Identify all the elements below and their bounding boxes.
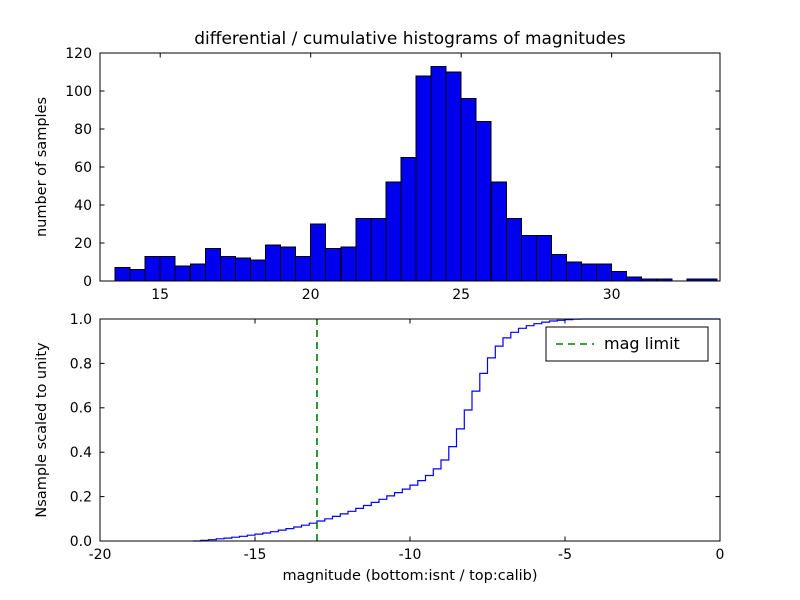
histogram-bar	[340, 246, 357, 282]
y-tick-label: 1.0	[70, 312, 92, 328]
x-tick-label: -15	[244, 547, 267, 563]
y-tick-label: 0.6	[70, 401, 92, 417]
histogram-bar	[475, 120, 492, 282]
histogram-bar	[280, 246, 297, 282]
y-tick-label: 0	[83, 274, 92, 290]
histogram-bar	[400, 157, 417, 282]
histogram-bar	[566, 261, 582, 282]
histogram-bar	[520, 234, 537, 282]
x-tick-label: -20	[89, 547, 112, 563]
histogram-bar	[430, 65, 447, 282]
x-tick-label: 0	[716, 547, 725, 563]
y-tick-label: 40	[74, 198, 92, 214]
legend-label: mag limit	[604, 334, 680, 353]
y-tick-label: 60	[74, 160, 92, 176]
histogram-bar	[626, 276, 643, 282]
histogram-bar	[219, 255, 236, 282]
histogram-bar	[325, 248, 342, 282]
histogram-bar	[295, 255, 312, 282]
histogram-bar	[129, 269, 146, 282]
y-tick-label: 120	[65, 46, 92, 62]
chart-title: differential / cumulative histograms of …	[194, 29, 626, 49]
histogram-bar	[159, 255, 176, 282]
histogram-bar	[234, 257, 251, 282]
differential-histogram-axes: 15 20 25 30 0 20 40 60 80 100 120	[65, 46, 721, 303]
x-axis-label: magnitude (bottom:isnt / top:calib)	[282, 568, 537, 584]
histogram-bar	[460, 98, 477, 282]
histogram-bar	[204, 248, 221, 282]
cumulative-histogram-axes: -20 -15 -10 -5 0 0.0 0.2 0.4 0.6 0.8 1.0	[70, 312, 725, 563]
histogram-bar	[144, 255, 161, 282]
histogram-bar	[490, 181, 507, 282]
histogram-bar	[189, 263, 206, 282]
y-tick-label: 20	[74, 236, 92, 252]
histogram-bars	[114, 65, 718, 282]
cumulative-step-line	[193, 318, 720, 542]
y-tick-label: 80	[74, 122, 92, 138]
histogram-bar	[174, 265, 191, 282]
y-tick-label: 0.2	[70, 490, 92, 506]
x-tick-label: 20	[302, 287, 320, 303]
x-tick-label: -10	[399, 547, 422, 563]
x-tick-label: 15	[151, 287, 169, 303]
histogram-bar	[370, 217, 387, 282]
histogram-bar	[596, 263, 613, 282]
histogram-bar	[250, 259, 266, 282]
histogram-bar	[114, 267, 131, 282]
histogram-bar	[535, 234, 552, 282]
y-tick-label: 0.4	[70, 445, 92, 461]
histogram-bar	[551, 253, 567, 282]
histogram-bar	[611, 271, 628, 282]
y-tick-label: 0.0	[70, 534, 92, 550]
y-tick-label: 100	[65, 84, 92, 100]
plot-root: 15 20 25 30 0 20 40 60 80 100 120 -20 -15 -10 -5 0 0.0 0.…	[65, 46, 724, 563]
histogram-bar	[385, 181, 402, 282]
histogram-bar	[415, 75, 432, 282]
histogram-bar	[505, 217, 522, 282]
legend: mag limit	[545, 326, 709, 362]
histogram-bar	[310, 223, 327, 282]
bottom-y-axis-label: Nsample scaled to unity	[34, 342, 50, 518]
histogram-bar	[355, 217, 372, 282]
x-tick-label: 25	[452, 287, 470, 303]
x-tick-label: 30	[603, 287, 621, 303]
histogram-bar	[265, 244, 281, 282]
top-y-axis-label: number of samples	[34, 97, 50, 237]
histogram-bar	[445, 71, 462, 282]
x-tick-label: -5	[558, 547, 572, 563]
y-tick-label: 0.8	[70, 356, 92, 372]
histogram-bar	[581, 263, 598, 282]
